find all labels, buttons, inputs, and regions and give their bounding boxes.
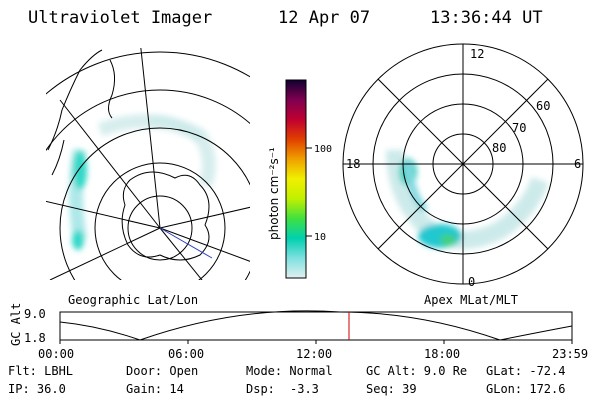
mlt-label-18: 18 [346, 157, 360, 171]
altitude-ytick-9: 9.0 [24, 307, 46, 321]
colorbar: 100 10 photon cm⁻²s⁻¹ [267, 79, 332, 279]
ip-info: IP: 36.0 [8, 382, 66, 396]
colorbar-tick-label-100: 100 [314, 144, 332, 155]
mlat-label-80: 80 [492, 141, 506, 155]
instrument-title: Ultraviolet Imager [28, 8, 213, 28]
altitude-curve [59, 310, 573, 341]
right-aurora-image [386, 149, 549, 249]
altitude-xtick-1800: 18:00 [424, 347, 460, 361]
left-panel-label: Geographic Lat/Lon [68, 293, 198, 307]
altitude-ylabel: GC Alt [9, 303, 23, 346]
colorbar-unit-label: photon cm⁻²s⁻¹ [267, 147, 281, 240]
gain-info: Gain: 14 [126, 382, 184, 396]
time-label: 13:36:44 UT [430, 8, 543, 28]
altitude-xtick-2359: 23:59 [552, 347, 588, 361]
geographic-map [46, 48, 250, 280]
colorbar-tick-label-10: 10 [314, 232, 326, 243]
gc-alt-info: GC Alt: 9.0 Re [366, 364, 468, 378]
glat-info: GLat: -72.4 [486, 364, 566, 378]
altitude-xtick-1200: 12:00 [296, 347, 332, 361]
door-info: Door: Open [126, 364, 199, 378]
right-panel-label: Apex MLat/MLT [424, 293, 518, 307]
altitude-x-ticks [59, 340, 573, 344]
dsp-info-label: Dsp: [246, 382, 275, 396]
mlat-label-60: 60 [536, 99, 550, 113]
altitude-ytick-1-8: 1.8 [24, 331, 46, 345]
colorbar-gradient [285, 79, 307, 279]
mlt-label-12: 12 [470, 47, 484, 61]
sun-direction-line [159, 227, 213, 259]
altitude-plot: GC Alt 9.0 1.8 00:00 06:00 12:00 18:00 2… [9, 303, 588, 361]
mlt-label-6: 6 [574, 157, 581, 171]
magnetic-polar-plot: 12 18 6 0 60 70 80 [342, 43, 584, 289]
glon-info: GLon: 172.6 [486, 382, 566, 396]
date-label: 12 Apr 07 [278, 8, 371, 28]
mlt-lines [343, 44, 583, 284]
seq-info: Seq: 39 [366, 382, 417, 396]
latitude-circles [46, 51, 250, 280]
altitude-plot-frame [59, 311, 573, 341]
filter-info: Flt: LBHL [8, 364, 74, 378]
coastlines [47, 49, 210, 261]
mode-info: Mode: Normal [246, 364, 333, 378]
mlt-label-0: 0 [468, 275, 475, 289]
dsp-info-value: -3.3 [290, 382, 319, 396]
meridian-lines [46, 48, 250, 280]
altitude-xtick-0600: 06:00 [168, 347, 204, 361]
mlat-label-70: 70 [512, 121, 526, 135]
left-aurora-image [69, 114, 216, 250]
altitude-xtick-0000: 00:00 [38, 347, 74, 361]
